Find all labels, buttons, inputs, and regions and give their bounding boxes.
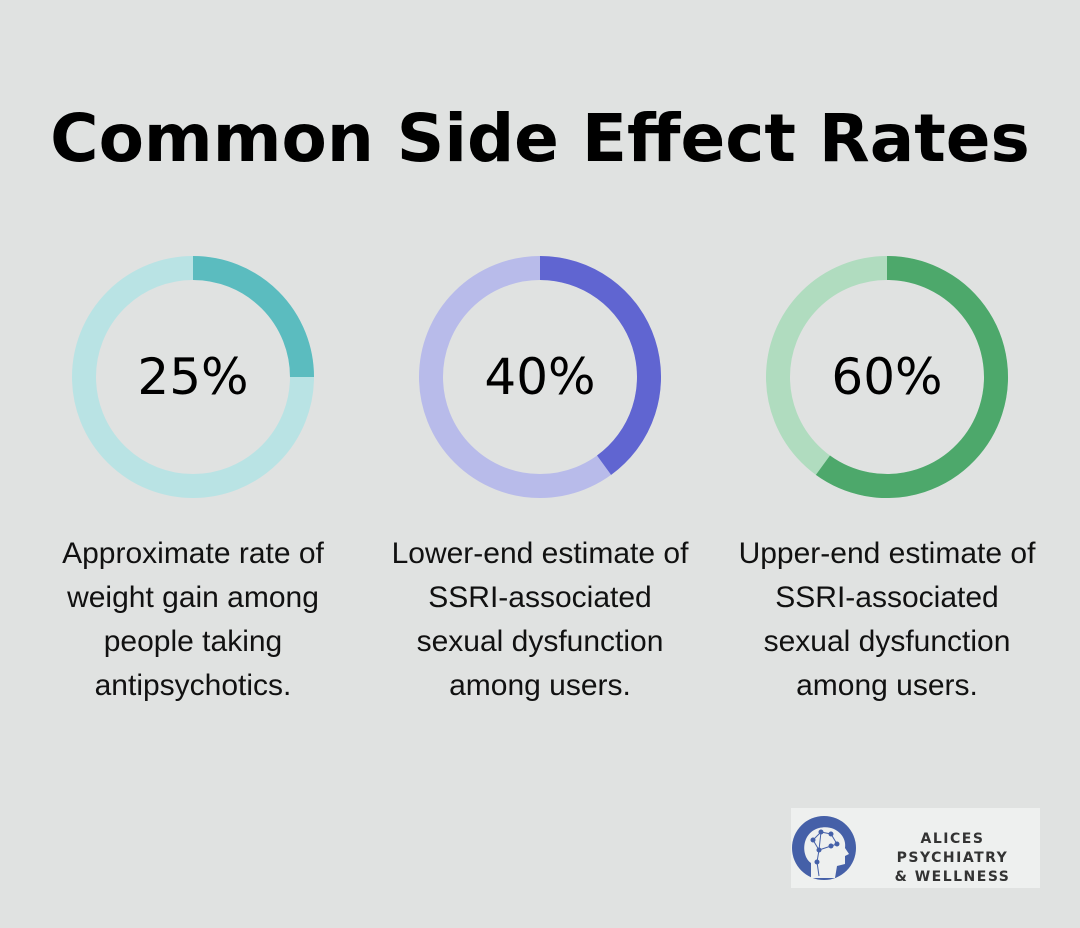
page-title: Common Side Effect Rates (50, 100, 1030, 177)
description: Lower-end estimate of SSRI-associated se… (391, 537, 689, 702)
percent-label: 40% (484, 348, 596, 406)
donut-chart-3 (766, 256, 1008, 498)
brain-head-icon (792, 816, 856, 880)
donut-chart-2 (419, 256, 661, 498)
brand-line-2: & WELLNESS (894, 869, 1011, 885)
donut-value-arc (815, 256, 1008, 498)
description: Approximate rate of weight gain among pe… (62, 537, 324, 702)
brand-logo: ALICES PSYCHIATRY & WELLNESS (791, 808, 1040, 888)
brand-line-1: ALICES PSYCHIATRY (896, 831, 1009, 866)
percent-label: 60% (831, 348, 943, 406)
donut-chart-1 (72, 256, 314, 498)
brand-name: ALICES PSYCHIATRY & WELLNESS (865, 830, 1040, 887)
description: Upper-end estimate of SSRI-associated se… (738, 537, 1036, 702)
donut-value-arc (539, 256, 661, 475)
percent-label: 25% (137, 348, 249, 406)
donut-value-arc (192, 256, 314, 378)
